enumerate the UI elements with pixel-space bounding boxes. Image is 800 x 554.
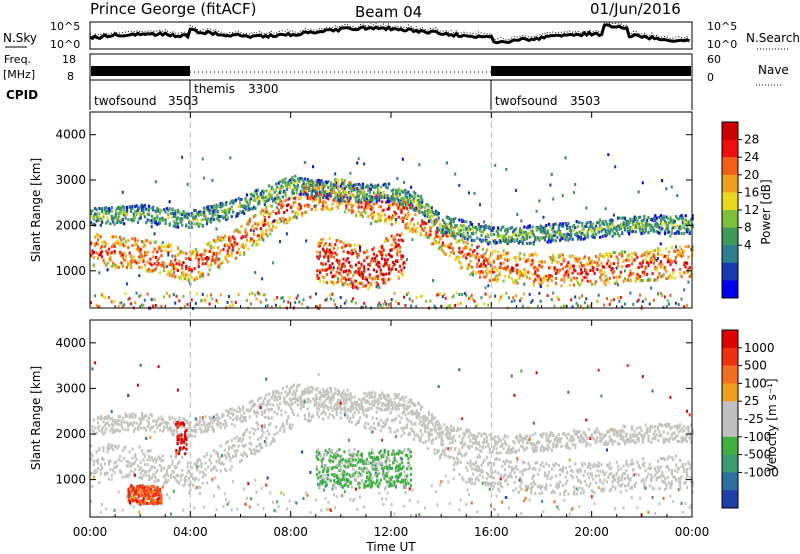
cpid-seg3-name: twofsound (495, 94, 558, 108)
x-tick-label: 00:00 (675, 525, 710, 539)
freq-block-2 (491, 66, 691, 76)
x-tick-label: 20:00 (574, 525, 609, 539)
power-colorbar-swatch (722, 227, 738, 246)
time-axis: 00:00 04:00 08:00 12:00 16:00 20:00 00:00 (73, 112, 710, 539)
station-title: Prince George (fitACF) (90, 0, 256, 18)
velocity-colorbar-tick-label: -1000 (744, 465, 779, 479)
nave-label: Nave (758, 63, 789, 77)
velocity-colorbar-swatch (722, 383, 738, 402)
cpid-label: CPID (6, 88, 38, 102)
x-tick-label: 16:00 (474, 525, 509, 539)
power-colorbar-tick-label: 8 (744, 221, 752, 235)
velocity-colorbar-swatch (722, 330, 738, 349)
cpid-seg2-id: 3300 (248, 82, 279, 96)
date-title: 01/Jun/2016 (590, 0, 681, 18)
cpid-seg2-name: themis (194, 82, 235, 96)
freq-label: Freq. (4, 53, 31, 66)
power-colorbar-label: Power [dB] (759, 179, 773, 244)
x-tick-label: 08:00 (273, 525, 308, 539)
x-axis-label: Time UT (365, 540, 416, 554)
cpid-seg3-id: 3503 (570, 94, 601, 108)
x-tick-label: 00:00 (73, 525, 108, 539)
power-heatmap (90, 153, 694, 310)
x-tick-label: 12:00 (374, 525, 409, 539)
y-tick-label: 1000 (55, 264, 86, 278)
power-colorbar-tick-label: 20 (744, 168, 759, 182)
velocity-colorbar-swatch (722, 472, 738, 491)
cpid-change-lines (189, 112, 492, 517)
power-panel: 4000 3000 2000 1000 Slant Range [km] (29, 111, 694, 310)
power-colorbar-swatch (722, 210, 738, 229)
velocity-colorbar-tick-label: -500 (744, 448, 771, 462)
nsky-label: N.Sky (3, 31, 37, 45)
velocity-colorbar-tick-label: 500 (744, 359, 767, 373)
power-colorbar-swatch (722, 122, 738, 141)
y-tick-label: 2000 (55, 218, 86, 232)
velocity-colorbar-swatch (722, 490, 738, 509)
nave-tick-bottom: 0 (707, 71, 714, 84)
velocity-colorbar-tick-label: 100 (744, 376, 767, 390)
power-colorbar-swatch (722, 139, 738, 158)
freq-tick-top: 18 (62, 53, 76, 66)
freq-tick-bottom: 8 (67, 70, 74, 83)
power-colorbar-swatch (722, 157, 738, 176)
beam-title: Beam 04 (355, 3, 422, 21)
velocity-colorbar-swatch (722, 454, 738, 473)
power-colorbar-swatch (722, 245, 738, 264)
velocity-colorbar: 1000 500 100 25 -25 -100 -500 -1000 (721, 329, 779, 509)
freq-unit-label: [MHz] (3, 68, 35, 81)
velocity-colorbar-tick-label: 1000 (744, 341, 775, 355)
velocity-y-axis: 4000 3000 2000 1000 (55, 336, 692, 487)
nsky-tick-bottom: 10^0 (50, 38, 80, 51)
velocity-colorbar-swatch (722, 419, 738, 438)
x-tick-label: 04:00 (173, 525, 208, 539)
power-colorbar-swatch (722, 262, 738, 281)
power-colorbar-tick-label: 16 (744, 185, 759, 199)
power-colorbar-tick-label: 4 (744, 238, 752, 252)
power-colorbar-swatch (722, 280, 738, 299)
y-tick-label: 3000 (55, 381, 86, 395)
y-tick-label: 2000 (55, 427, 86, 441)
power-y-axis: 4000 3000 2000 1000 (55, 128, 692, 278)
velocity-colorbar-tick-label: -25 (744, 412, 764, 426)
power-ylabel: Slant Range [km] (29, 158, 43, 262)
velocity-heatmap (90, 361, 694, 517)
velocity-panel: 4000 3000 2000 1000 Slant Range [km] (29, 319, 694, 518)
nsearch-label: N.Search (746, 31, 800, 45)
nave-tick-top: 60 (707, 53, 721, 66)
y-tick-label: 1000 (55, 473, 86, 487)
power-colorbar-swatch (722, 192, 738, 211)
power-colorbar-swatch (722, 174, 738, 193)
freq-block-1 (91, 66, 190, 76)
nsky-series (89, 23, 691, 45)
y-tick-label: 4000 (55, 336, 86, 350)
cpid-row: CPID twofsound 3503 themis 3300 twofsoun… (6, 80, 693, 110)
power-colorbar: 28 24 20 16 12 8 4 (721, 121, 759, 299)
velocity-colorbar-swatch (722, 436, 738, 456)
nsky-tick-top: 10^5 (50, 20, 80, 33)
power-colorbar-tick-label: 24 (744, 150, 759, 164)
cpid-seg1-id: 3503 (168, 94, 199, 108)
velocity-colorbar-tick-label: 25 (744, 394, 759, 408)
power-colorbar-tick-label: 28 (744, 133, 759, 147)
velocity-colorbar-tick-label: -100 (744, 430, 771, 444)
nsearch-tick-bottom: 10^0 (707, 38, 737, 51)
velocity-colorbar-swatch (722, 401, 738, 420)
y-tick-label: 4000 (55, 128, 86, 142)
cpid-seg1-name: twofsound (94, 94, 157, 108)
velocity-colorbar-label: Velocity [m s⁻¹] (765, 378, 779, 471)
y-tick-label: 3000 (55, 173, 86, 187)
freq-panel: Freq. [MHz] 18 8 60 0 Nave (3, 53, 789, 86)
nsky-panel: N.Sky 10^5 10^0 10^5 10^0 N.Search (3, 20, 800, 51)
nsearch-tick-top: 10^5 (707, 20, 737, 33)
velocity-ylabel: Slant Range [km] (29, 366, 43, 470)
velocity-colorbar-swatch (722, 365, 738, 384)
power-colorbar-tick-label: 12 (744, 203, 759, 217)
velocity-colorbar-swatch (722, 347, 738, 367)
